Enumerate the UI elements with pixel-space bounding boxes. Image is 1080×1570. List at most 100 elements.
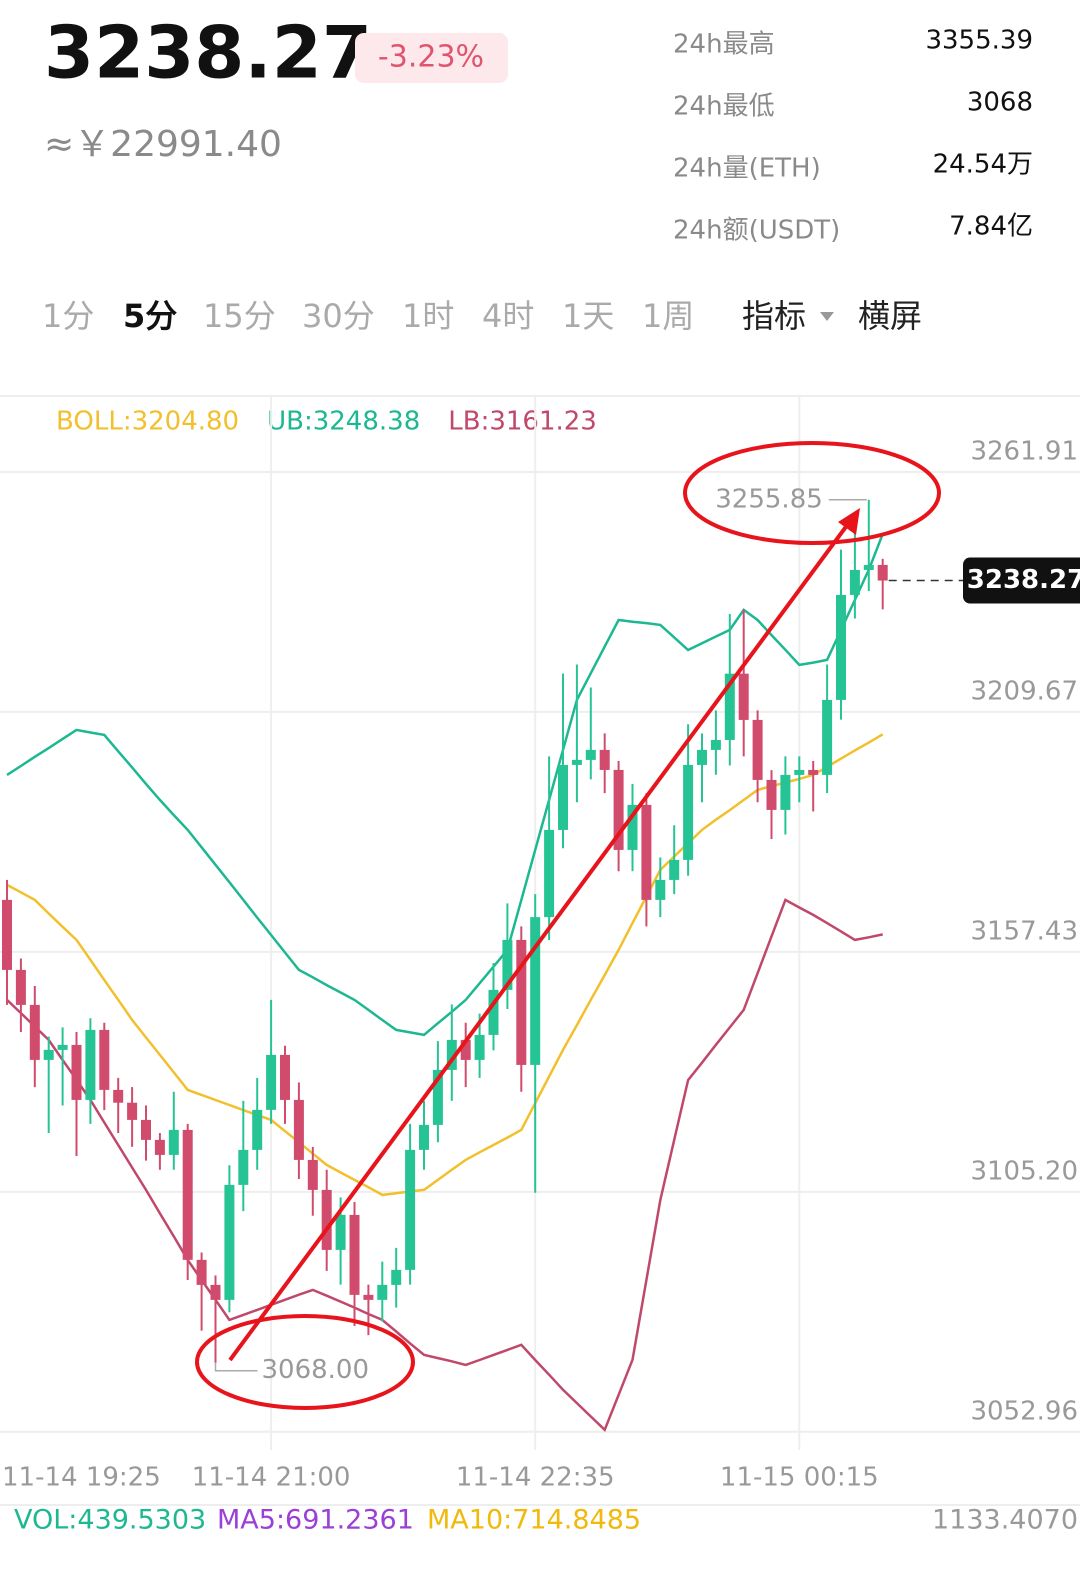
stat-value: 7.84亿	[949, 212, 1033, 242]
timeframe-tab[interactable]: 1分	[42, 297, 94, 335]
candle-body	[599, 749, 610, 770]
timeframe-tab[interactable]: 1时	[402, 297, 454, 335]
candle-body	[335, 1214, 346, 1250]
timeframe-tab[interactable]: 4时	[482, 297, 534, 335]
candle-body	[460, 1039, 471, 1060]
candle-body	[474, 1034, 485, 1060]
x-tick-label: 11-14 21:00	[192, 1463, 351, 1493]
low-marker-line	[214, 1362, 258, 1372]
candle-body	[432, 1069, 443, 1125]
candle-body	[280, 1054, 290, 1100]
timeframe-tab[interactable]: 30分	[302, 297, 375, 335]
candle-body	[71, 1044, 82, 1100]
y-tick-label: 3209.67	[970, 676, 1078, 706]
candle-body	[238, 1149, 249, 1185]
high-label: 3255.85	[715, 484, 823, 514]
legend-entry: UB:3248.38	[267, 407, 420, 437]
candle-body	[252, 1109, 263, 1150]
candle-body	[836, 594, 846, 700]
timeframe-tab[interactable]: 5分	[123, 297, 177, 335]
highlight-ellipse	[683, 441, 941, 545]
candle-body	[627, 804, 638, 850]
y-tick-label: 3105.20	[970, 1156, 1078, 1186]
candle-body	[127, 1102, 138, 1120]
candle-body	[168, 1129, 179, 1155]
stat-label: 24h量(ETH)	[673, 154, 821, 184]
drawing	[195, 441, 941, 1410]
candle-body	[293, 1099, 304, 1160]
candle-body	[196, 1259, 207, 1285]
stat-value: 24.54万	[933, 150, 1033, 180]
stat-value: 3355.39	[925, 26, 1033, 56]
candle-body	[655, 879, 666, 900]
candle-body	[710, 739, 721, 750]
candle-body	[641, 804, 652, 900]
tabs[interactable]: 1分 5分 15分 30分 1时 4时 1天 1周	[42, 297, 694, 335]
y-tick-label: 3261.91	[970, 436, 1078, 466]
candle-body	[2, 899, 12, 970]
candle-body	[822, 699, 833, 775]
y-tick-label: 3157.43	[970, 916, 1078, 946]
y-tick-label: 3052.96	[970, 1396, 1078, 1426]
low-label: 3068.00	[262, 1355, 370, 1385]
indicator-button[interactable]: 指标	[742, 297, 806, 335]
x-tick-label: 11-14 19:25	[2, 1463, 161, 1493]
candle-body	[808, 769, 819, 775]
candle-body	[405, 1149, 416, 1270]
candle-body	[321, 1189, 332, 1250]
band-line	[6, 898, 883, 1432]
candle-body	[15, 969, 26, 1005]
candle-body	[446, 1039, 457, 1070]
candle-body	[558, 764, 568, 830]
landscape-button[interactable]: 横屏	[858, 297, 922, 335]
candle-body	[154, 1139, 165, 1155]
candle-body	[752, 719, 763, 780]
candle-body	[738, 673, 749, 720]
cny-price: ≈￥22991.40	[44, 124, 282, 165]
candle-body	[669, 859, 680, 880]
candle-body	[363, 1294, 374, 1300]
candle-body	[419, 1124, 429, 1150]
stat-label: 24h额(USDT)	[673, 216, 840, 246]
band-line	[6, 733, 884, 1197]
candle-body	[377, 1284, 388, 1300]
vol-label: VOL:439.5303	[14, 1505, 206, 1536]
candle-body	[224, 1184, 235, 1300]
candle-body	[544, 829, 555, 918]
timeframe-tab[interactable]: 15分	[203, 297, 276, 335]
legend-entry: LB:3161.23	[448, 407, 597, 437]
stat-value: 3068	[967, 88, 1033, 118]
ma5-label: MA5:691.2361	[217, 1505, 414, 1536]
candle-body	[849, 569, 860, 595]
stats: 24h最高 3355.39 24h最低 3068 24h量(ETH) 24.54万 24h额…	[673, 26, 1033, 246]
stat-label: 24h最高	[673, 30, 775, 60]
candle-body	[307, 1159, 318, 1190]
candle-body	[697, 749, 707, 765]
legend-entry: BOLL:3204.80	[56, 407, 239, 437]
candle-body	[863, 564, 874, 570]
candle-body	[57, 1044, 68, 1050]
candle-body	[613, 769, 624, 850]
candle-body	[585, 749, 596, 760]
candle-body	[99, 1029, 110, 1090]
candle-body	[182, 1129, 193, 1260]
timeframe-tab[interactable]: 1周	[642, 297, 694, 335]
candle-body	[530, 917, 541, 1065]
candle-body	[516, 939, 527, 1065]
candle-body	[85, 1029, 96, 1100]
candle-body	[766, 779, 777, 810]
candle-body	[210, 1284, 221, 1300]
candle-body	[349, 1214, 360, 1295]
candle-body	[502, 939, 513, 990]
trend-arrow	[228, 522, 850, 1362]
highlight-ellipse	[195, 1314, 415, 1410]
candle-body	[877, 564, 888, 581]
last-price-tag	[963, 557, 1080, 604]
stat-label: 24h最低	[673, 92, 775, 122]
candle-body	[266, 1054, 277, 1110]
timeframe-tab[interactable]: 1天	[562, 297, 614, 335]
price: 3238.27	[44, 11, 372, 95]
candle-body	[113, 1089, 124, 1103]
change: -3.23%	[378, 40, 484, 75]
